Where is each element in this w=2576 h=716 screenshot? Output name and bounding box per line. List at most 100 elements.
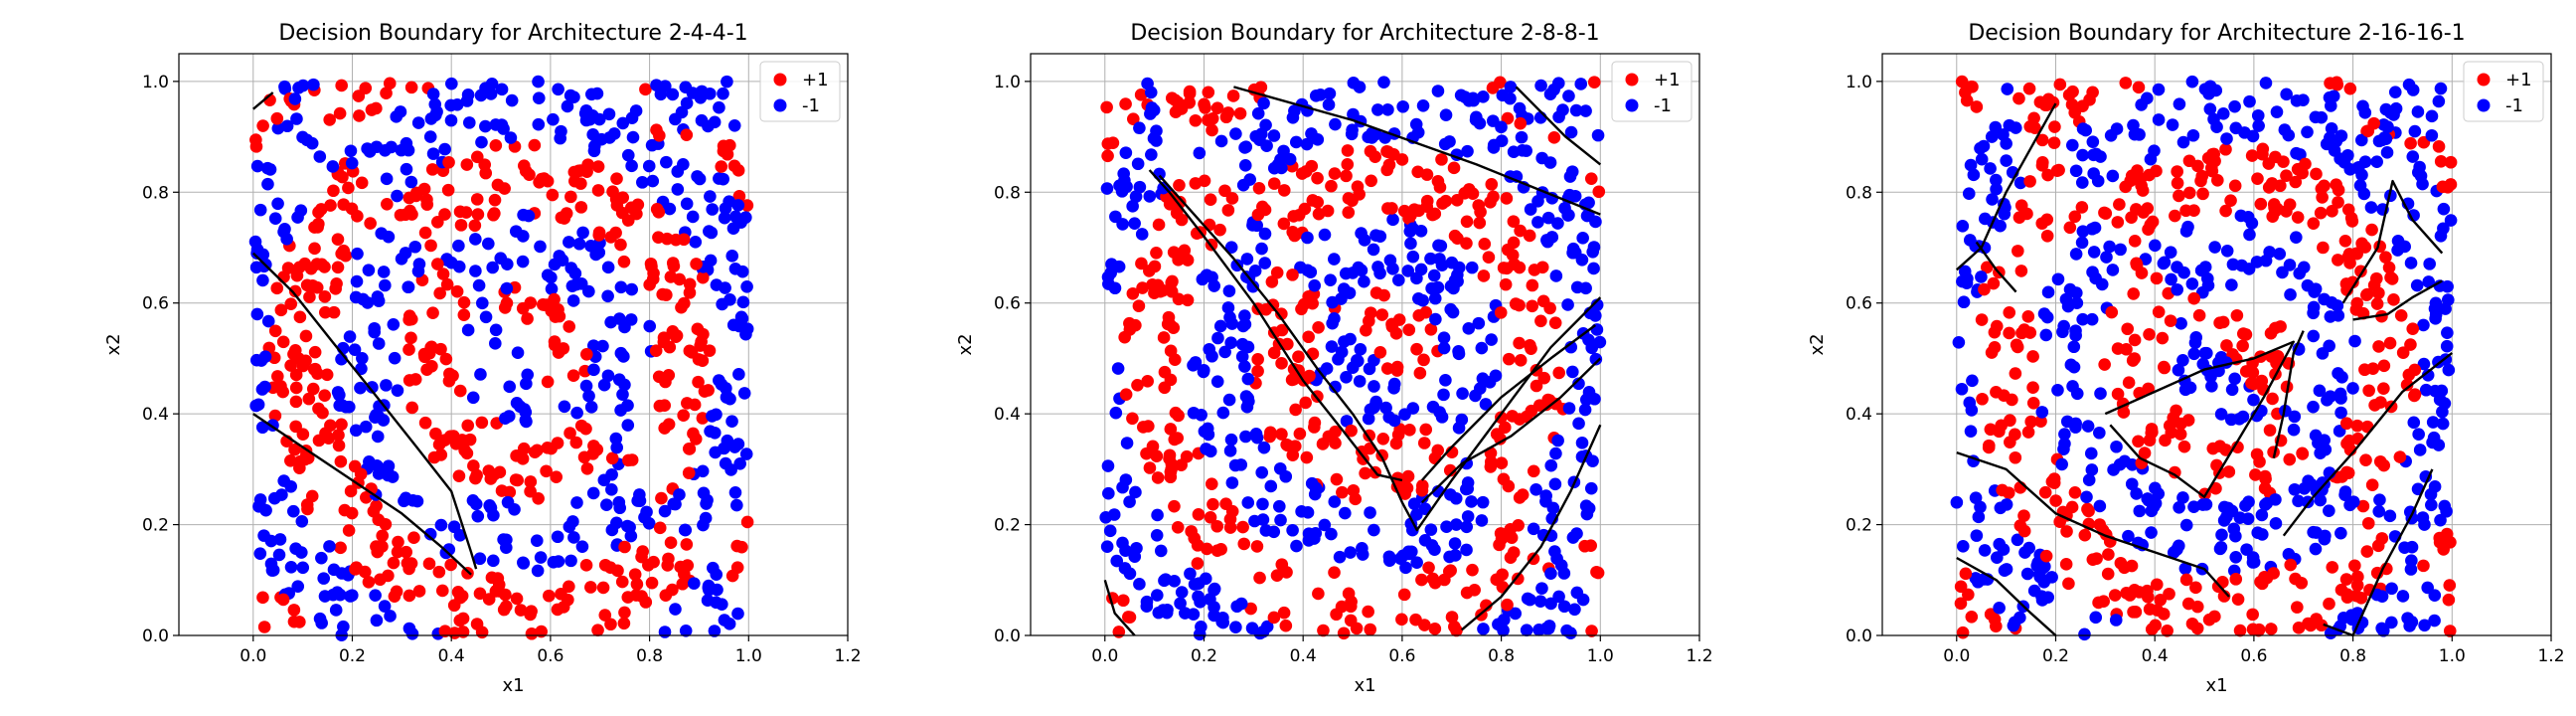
point-pos [469, 471, 482, 485]
point-neg [1396, 99, 1409, 113]
legend-label: -1 [1654, 95, 1672, 116]
point-pos [1251, 353, 1264, 366]
point-pos [645, 576, 659, 590]
point-pos [1308, 416, 1322, 430]
point-pos [1223, 521, 1237, 534]
point-pos [338, 503, 352, 517]
point-pos [461, 419, 475, 433]
point-neg [473, 552, 487, 566]
point-neg [1496, 89, 1510, 102]
point-neg [718, 614, 731, 626]
point-pos [1168, 433, 1182, 447]
point-pos [2291, 211, 2305, 224]
point-pos [1237, 537, 1251, 551]
point-neg [1340, 371, 1353, 384]
point-pos [473, 587, 487, 601]
point-neg [313, 150, 327, 163]
point-pos [1137, 421, 1150, 434]
point-neg [2348, 334, 2361, 348]
point-pos [1360, 323, 1372, 337]
point-pos [2231, 593, 2245, 606]
point-neg [2095, 277, 2109, 291]
point-neg [604, 315, 617, 329]
point-neg [2185, 277, 2199, 290]
point-pos [335, 79, 348, 92]
point-pos [1364, 623, 1377, 636]
point-neg [2351, 161, 2364, 175]
point-pos [2151, 604, 2164, 617]
point-pos [2143, 327, 2156, 341]
point-neg [1428, 291, 1442, 305]
point-pos [2264, 326, 2278, 340]
point-neg [1428, 543, 1441, 557]
point-pos [548, 292, 561, 306]
point-neg [564, 262, 578, 274]
point-pos [1340, 169, 1353, 183]
point-neg [466, 391, 480, 405]
point-neg [1229, 127, 1242, 140]
point-neg [658, 504, 672, 518]
point-pos [1380, 163, 1394, 177]
point-neg [586, 486, 600, 500]
point-pos [337, 198, 351, 211]
point-pos [1206, 123, 1218, 137]
point-pos [1592, 185, 1606, 199]
point-neg [1131, 157, 1145, 171]
point-pos [2374, 396, 2387, 409]
point-neg [499, 541, 513, 554]
point-neg [1437, 388, 1450, 402]
point-neg [1551, 77, 1565, 90]
point-pos [610, 172, 623, 185]
point-pos [2034, 415, 2047, 428]
point-neg [1119, 146, 1133, 159]
point-pos [2049, 494, 2062, 507]
point-pos [1207, 497, 1219, 511]
point-neg [2381, 120, 2394, 133]
point-pos [1525, 342, 1537, 355]
point-pos [1587, 76, 1601, 89]
point-pos [1173, 178, 1186, 192]
x-tick-label: 0.2 [339, 646, 366, 666]
point-neg [335, 567, 349, 580]
point-neg [2039, 328, 2053, 342]
point-neg [716, 598, 728, 611]
point-neg [1102, 277, 1115, 290]
point-pos [1112, 626, 1126, 638]
point-pos [1219, 110, 1233, 124]
point-pos [453, 614, 467, 627]
point-pos [304, 262, 318, 275]
point-pos [1497, 262, 1511, 274]
point-pos [405, 208, 418, 221]
point-pos [1541, 393, 1554, 407]
point-neg [2287, 423, 2301, 437]
point-pos [427, 450, 441, 464]
point-pos [1419, 423, 1433, 437]
point-pos [1409, 613, 1422, 626]
decision-boundary-segment [1956, 556, 2057, 636]
point-pos [2150, 271, 2164, 285]
point-neg [400, 162, 413, 176]
point-neg [2198, 261, 2212, 273]
point-neg [1985, 130, 1999, 143]
point-neg [371, 290, 385, 303]
point-neg [1353, 375, 1367, 388]
point-neg [253, 203, 267, 217]
x-tick-label: 0.4 [2142, 646, 2169, 666]
point-pos [1270, 569, 1284, 583]
point-pos [379, 517, 393, 531]
point-neg [671, 165, 685, 178]
point-neg [1260, 139, 1273, 153]
point-pos [1530, 379, 1543, 393]
point-neg [500, 281, 514, 295]
decision-boundary-segment [252, 413, 472, 576]
point-pos [2003, 305, 2016, 319]
point-neg [688, 577, 701, 590]
point-neg [1224, 241, 1238, 255]
scatter-points [1099, 76, 1607, 641]
point-neg [2173, 500, 2185, 514]
point-neg [1476, 495, 1490, 509]
point-pos [344, 484, 358, 498]
point-neg [2133, 504, 2147, 518]
point-pos [284, 454, 297, 467]
decision-boundary-segment [2282, 351, 2454, 537]
